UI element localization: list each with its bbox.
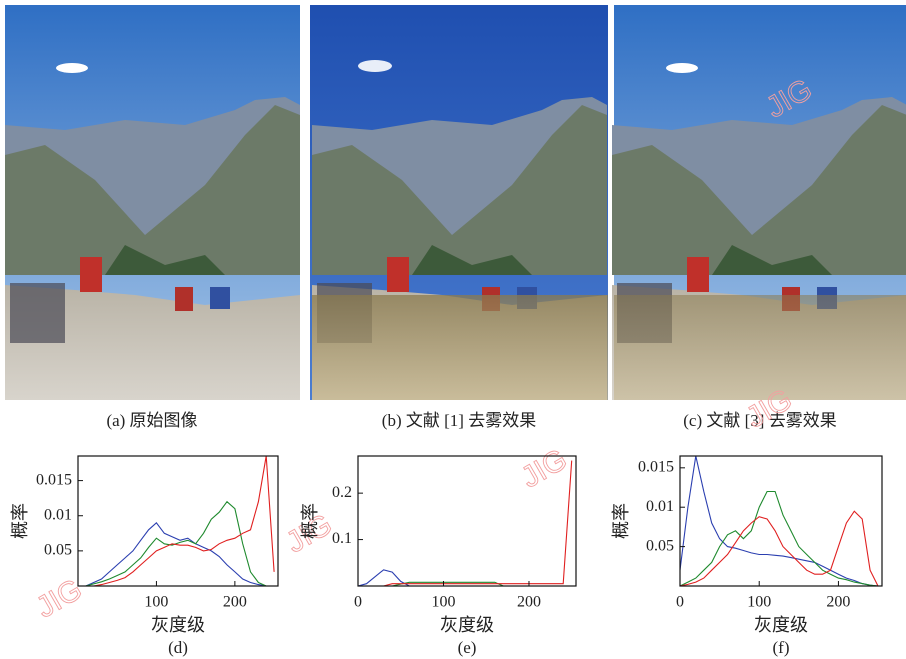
x-tick-label: 100 bbox=[747, 594, 771, 611]
y-tick-label: 0.01 bbox=[646, 498, 674, 515]
x-tick-label: 0 bbox=[676, 594, 684, 611]
x-tick-label: 100 bbox=[431, 594, 455, 611]
y-tick-label: 0.2 bbox=[332, 484, 352, 501]
plot-frame bbox=[78, 456, 278, 586]
x-axis-label: 灰度级 bbox=[754, 615, 808, 635]
photo bbox=[310, 5, 608, 400]
y-tick-label: 0.05 bbox=[44, 542, 72, 559]
y-tick-label: 0.1 bbox=[332, 530, 352, 547]
y-axis-label: 概率 bbox=[611, 503, 631, 539]
series-line bbox=[680, 511, 878, 586]
plot-frame bbox=[680, 456, 882, 586]
x-axis-label: 灰度级 bbox=[440, 615, 494, 635]
panel-label: (d) bbox=[168, 638, 188, 657]
caption: (b) 文献 [1] 去雾效果 bbox=[382, 411, 536, 430]
y-axis-label: 概率 bbox=[10, 503, 30, 539]
y-tick-label: 0.015 bbox=[36, 471, 72, 488]
y-axis-label: 概率 bbox=[300, 503, 320, 539]
y-tick-label: 0.01 bbox=[44, 506, 72, 523]
photo bbox=[5, 5, 300, 400]
photo bbox=[612, 5, 906, 400]
caption: (a) 原始图像 bbox=[106, 411, 197, 430]
panel-label: (e) bbox=[458, 638, 477, 657]
x-tick-label: 200 bbox=[223, 594, 247, 611]
x-tick-label: 200 bbox=[826, 594, 850, 611]
watermark: JIG bbox=[31, 573, 88, 625]
x-axis-label: 灰度级 bbox=[151, 615, 205, 635]
y-tick-label: 0.015 bbox=[638, 458, 674, 475]
x-tick-label: 0 bbox=[354, 594, 362, 611]
watermark: JIG bbox=[516, 443, 573, 495]
panel-label: (f) bbox=[773, 638, 790, 657]
y-tick-label: 0.05 bbox=[646, 537, 674, 554]
x-tick-label: 200 bbox=[517, 594, 541, 611]
series-line bbox=[78, 456, 274, 586]
x-tick-label: 100 bbox=[144, 594, 168, 611]
figure: (a) 原始图像 (b) 文献 [1] 去雾效果 (c) 文献 [3] 去雾效果… bbox=[0, 0, 906, 659]
